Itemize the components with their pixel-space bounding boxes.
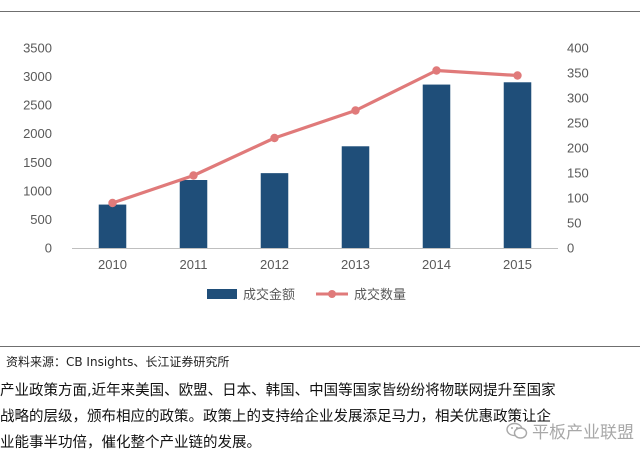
y-left-tick-3500: 3500 — [23, 41, 52, 56]
chart: 2010 2011 2012 2013 2014 2015 050010001500200… — [23, 41, 589, 304]
y-right-tick-350: 350 — [567, 66, 589, 81]
y-left-tick-1500: 1500 — [23, 155, 52, 170]
point-2010 — [108, 198, 117, 208]
y-left-tick-500: 500 — [30, 212, 52, 227]
bar-2012 — [260, 173, 289, 248]
point-2011 — [189, 171, 198, 180]
y-right-tick-150: 150 — [567, 166, 589, 181]
line-count-path — [111, 68, 518, 205]
bar-2011 — [179, 180, 208, 248]
x-tick-2012: 2012 — [260, 257, 289, 272]
legend-marker-count — [328, 290, 336, 298]
x-tick-2015: 2015 — [503, 257, 532, 272]
y-left-tick-2500: 2500 — [23, 98, 52, 113]
legend-label-count: 成交数量 — [354, 287, 406, 303]
watermark-text: 平板产业联盟 — [532, 423, 634, 443]
y-left-tick-2000: 2000 — [23, 126, 52, 141]
body-paragraph: 产业政策方面,近年来美国、欧盟、日本、韩国、中国等国家皆纷纷将物联网提升至国家 … — [0, 378, 636, 456]
y-right-tick-labels: 0 50 100 150 200 250 300 350 400 — [567, 41, 589, 256]
bar-series-amount — [98, 82, 532, 249]
y-left-tick-labels: 0 500 1000 1500 2000 2500 3000 3500 — [23, 41, 52, 256]
point-2014 — [432, 66, 441, 75]
y-right-tick-400: 400 — [567, 41, 589, 56]
y-right-tick-200: 200 — [567, 141, 589, 156]
bar-2015 — [503, 82, 532, 249]
x-tick-2014: 2014 — [422, 257, 451, 272]
line-series-count — [108, 66, 522, 208]
point-2013 — [351, 106, 360, 115]
y-left-tick-0: 0 — [45, 241, 52, 256]
y-right-tick-100: 100 — [567, 191, 589, 206]
top-divider — [0, 11, 640, 12]
legend-label-amount: 成交金额 — [243, 287, 295, 303]
bar-2013 — [341, 146, 370, 248]
y-left-tick-1000: 1000 — [23, 183, 52, 198]
bar-2010 — [98, 204, 127, 248]
x-tick-2010: 2010 — [98, 257, 127, 272]
y-right-tick-50: 50 — [567, 216, 581, 231]
legend: 成交金额 成交数量 — [207, 287, 406, 303]
source-divider — [0, 346, 640, 347]
x-tick-labels: 2010 2011 2012 2013 2014 2015 — [98, 257, 532, 272]
y-left-tick-3000: 3000 — [23, 69, 52, 84]
source-note: 资料来源：CB Insights、长江证券研究所 — [6, 355, 230, 369]
x-tick-2013: 2013 — [341, 257, 370, 272]
paragraph-line-1: 产业政策方面,近年来美国、欧盟、日本、韩国、中国等国家皆纷纷将物联网提升至国家 — [0, 383, 556, 399]
bar-2014 — [422, 84, 451, 248]
paragraph-line-3: 业能事半功倍，催化整个产业链的发展。 — [0, 435, 261, 451]
wechat-icon — [506, 422, 528, 439]
watermark: 平板产业联盟 — [506, 418, 634, 443]
point-2015 — [513, 71, 522, 80]
legend-swatch-amount — [207, 289, 237, 299]
y-right-tick-300: 300 — [567, 91, 589, 106]
paragraph-line-2: 战略的层级，颁布相应的政策。政策上的支持给企业发展添足马力，相关优惠政策让企 — [0, 409, 551, 425]
y-right-tick-0: 0 — [567, 241, 574, 256]
x-tick-2011: 2011 — [180, 257, 208, 272]
y-right-tick-250: 250 — [567, 116, 589, 131]
point-2012 — [270, 133, 279, 143]
